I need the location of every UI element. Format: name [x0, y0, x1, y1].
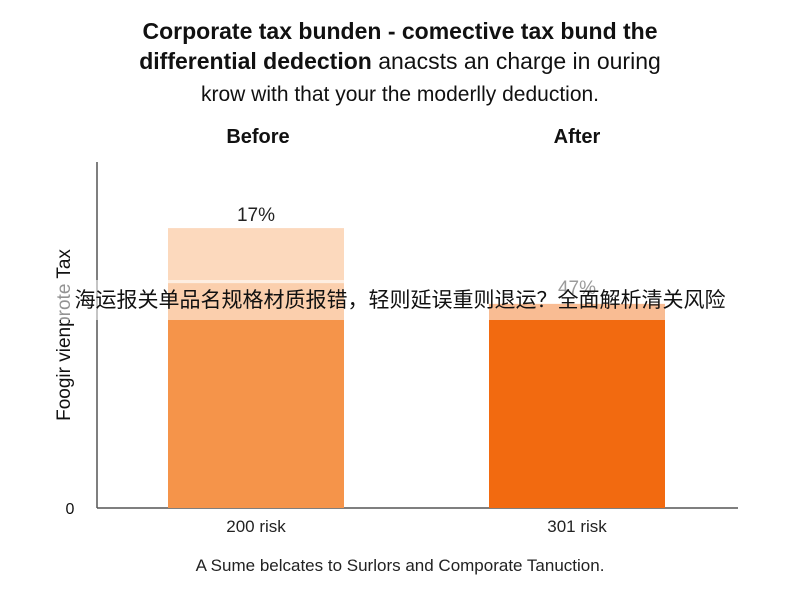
- bar-data-label: 17%: [237, 205, 275, 226]
- bar: [489, 303, 665, 508]
- y-axis-label: Foogir vienprote Tax: [54, 249, 75, 421]
- y-tick-label: 0: [66, 501, 75, 518]
- title-line-2-rest: anacsts an charge in ouring: [371, 48, 661, 74]
- chart-footer: A Sume belcates to Surlors and Comporate…: [195, 556, 605, 575]
- x-tick-label: 301 risk: [547, 517, 607, 536]
- overlay-caption: 海运报关单品名规格材质报错，轻则延误重则退运？全面解析清关风险: [0, 280, 800, 320]
- title-line-2-bold: differential dedection: [139, 48, 372, 74]
- group-header: Before: [226, 126, 289, 148]
- bar: [168, 283, 344, 508]
- title-line-1: Corporate tax bunden - comective tax bun…: [142, 18, 658, 44]
- x-tick-label: 200 risk: [226, 517, 286, 536]
- title-line-2: differential dedection anacsts an charge…: [0, 46, 800, 80]
- group-header: After: [554, 126, 601, 148]
- title-line-3: krow with that your the moderlly deducti…: [200, 83, 600, 106]
- bar-highlight: [168, 228, 344, 284]
- chart-title: Corporate tax bunden - comective tax bun…: [0, 16, 800, 110]
